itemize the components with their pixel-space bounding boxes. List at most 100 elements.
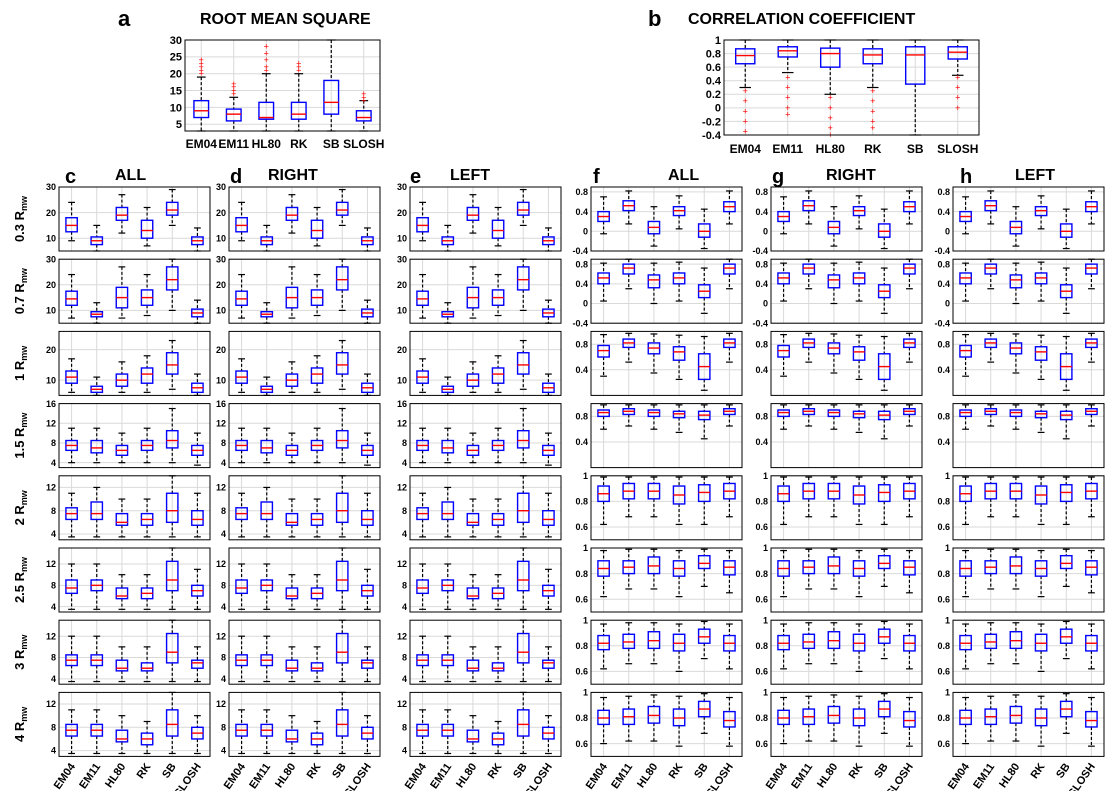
box <box>260 501 274 521</box>
axes-frame <box>228 475 381 541</box>
axes-frame <box>952 547 1105 613</box>
axes-frame <box>590 475 743 541</box>
y-tick-label: 8 <box>402 438 407 448</box>
y-tick-label: 0.8 <box>575 497 588 507</box>
axes-frame <box>770 330 923 396</box>
box <box>310 662 324 672</box>
row-label-subscript: mw <box>19 267 29 283</box>
outlier-point: + <box>231 89 236 99</box>
box <box>165 201 179 216</box>
box <box>335 266 349 291</box>
y-tick-label: 0.8 <box>755 339 768 349</box>
col-c-letter: c <box>65 166 76 188</box>
y-tick-label: 12 <box>46 699 56 709</box>
row-label-subscript: mw <box>19 556 29 572</box>
axes-frame <box>228 547 381 613</box>
y-tick-label: 16 <box>216 399 226 409</box>
y-tick-label: 0.6 <box>755 522 768 532</box>
axes-frame <box>590 330 743 396</box>
y-tick-label: 0.8 <box>937 569 950 579</box>
y-tick-label: 0.8 <box>937 713 950 723</box>
box <box>516 266 530 291</box>
outlier-point: + <box>870 123 875 133</box>
row-label-value: 2 R <box>12 505 27 526</box>
y-tick-label: 0.4 <box>937 279 950 289</box>
box <box>165 709 179 737</box>
y-tick-label: 0.8 <box>755 259 768 269</box>
box <box>697 554 711 570</box>
col-d-letter: d <box>230 166 242 188</box>
box <box>290 101 307 120</box>
y-tick-label: 8 <box>221 653 226 663</box>
box <box>165 266 179 291</box>
box <box>1085 263 1098 275</box>
axes-frame <box>952 186 1105 252</box>
box <box>1009 274 1023 289</box>
y-tick-label: 0.8 <box>575 259 588 269</box>
box <box>827 274 841 289</box>
col-f-letter: f <box>593 166 600 188</box>
axes-frame <box>590 258 743 324</box>
box <box>819 47 841 68</box>
y-tick-label: 30 <box>46 254 56 264</box>
outlier-point: + <box>743 86 748 96</box>
axes-frame <box>952 403 1105 469</box>
box <box>235 579 248 595</box>
x-tick-label: SLOSH <box>343 137 384 151</box>
y-tick-label: 1 <box>763 615 768 625</box>
axes-frame <box>409 186 562 252</box>
y-tick-label: 20 <box>397 280 407 290</box>
axes-frame <box>952 619 1105 685</box>
y-tick-label: 0.6 <box>575 594 588 604</box>
box <box>285 729 299 743</box>
y-tick-label: 12 <box>397 559 407 569</box>
box <box>516 709 530 737</box>
x-tick-label: EM04 <box>222 761 249 791</box>
y-tick-label: 4 <box>402 602 407 612</box>
box <box>903 263 916 275</box>
y-tick-label: 12 <box>46 631 56 641</box>
x-tick-label: HL80 <box>454 761 479 790</box>
x-tick-label: HL80 <box>273 761 298 790</box>
y-tick-label: 0.6 <box>937 667 950 677</box>
x-tick-label: SLOSH <box>172 761 204 791</box>
box <box>491 662 505 672</box>
y-tick-label: 1 <box>945 543 950 553</box>
box <box>140 219 154 239</box>
box <box>165 632 179 664</box>
axes-frame <box>228 258 381 324</box>
box <box>225 108 242 122</box>
y-tick-label: 0.4 <box>937 365 950 375</box>
axes-frame <box>228 691 381 757</box>
outlier-point: + <box>785 110 790 120</box>
row-label-subscript: mw <box>19 412 29 428</box>
x-tick-label: HL80 <box>635 761 660 790</box>
outlier-point: + <box>743 127 748 137</box>
row-label-subscript: mw <box>19 345 29 361</box>
x-tick-label: HL80 <box>816 142 846 156</box>
y-tick-label: 0.8 <box>755 497 768 507</box>
y-tick-label: 0.8 <box>706 48 721 60</box>
box <box>1059 554 1073 570</box>
y-tick-label: 0 <box>945 299 950 309</box>
y-tick-label: 0.6 <box>937 739 950 749</box>
box <box>115 587 129 600</box>
y-tick-label: 20 <box>170 69 182 81</box>
y-tick-label: 0.4 <box>575 207 588 217</box>
y-tick-label: 0.6 <box>575 667 588 677</box>
x-tick-label: RK <box>847 761 866 781</box>
x-tick-label: RK <box>1029 761 1048 781</box>
x-tick-label: SB <box>160 761 179 780</box>
box <box>165 352 179 375</box>
x-tick-label: SB <box>323 137 340 151</box>
outlier-point: + <box>955 83 960 93</box>
y-tick-label: 0.8 <box>937 412 950 422</box>
y-tick-label: 4 <box>221 602 226 612</box>
row-label: 0.3 Rmw <box>12 195 29 242</box>
y-tick-label: 12 <box>397 483 407 493</box>
box <box>1034 346 1048 361</box>
y-tick-label: 8 <box>402 722 407 732</box>
y-tick-label: 16 <box>397 399 407 409</box>
box <box>862 48 884 65</box>
y-tick-label: 20 <box>397 345 407 355</box>
